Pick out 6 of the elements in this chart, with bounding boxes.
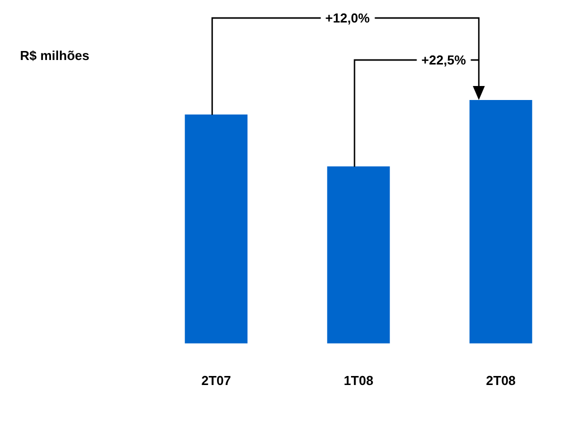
text: +22,5% (416, 52, 471, 68)
x-tick-label: 1T08 (344, 372, 374, 388)
text: +12,0% (320, 10, 375, 26)
x-tick-label: 2T08 (486, 372, 516, 388)
x-tick-label: 2T07 (201, 372, 231, 388)
text: R$ milhões (20, 48, 90, 63)
